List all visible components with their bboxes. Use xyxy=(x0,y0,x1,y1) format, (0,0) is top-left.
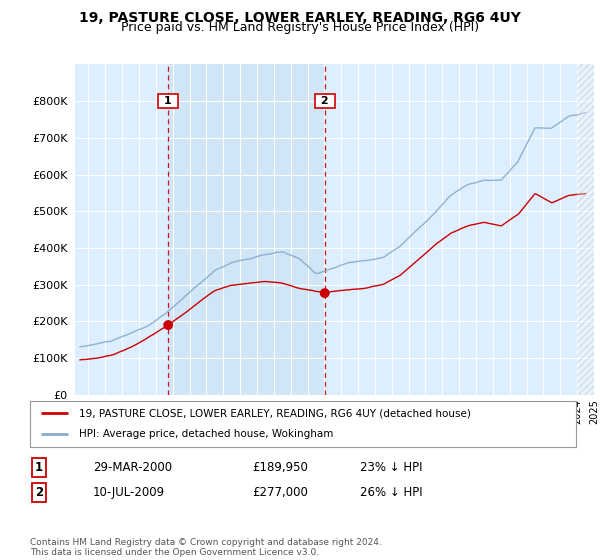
Point xyxy=(320,288,329,297)
Point xyxy=(163,320,173,329)
Text: 1: 1 xyxy=(160,96,176,106)
Text: 26% ↓ HPI: 26% ↓ HPI xyxy=(360,486,422,500)
Text: HPI: Average price, detached house, Wokingham: HPI: Average price, detached house, Woki… xyxy=(79,430,334,440)
Text: 19, PASTURE CLOSE, LOWER EARLEY, READING, RG6 4UY: 19, PASTURE CLOSE, LOWER EARLEY, READING… xyxy=(79,11,521,25)
Text: 29-MAR-2000: 29-MAR-2000 xyxy=(93,461,172,474)
Text: £189,950: £189,950 xyxy=(252,461,308,474)
Bar xyxy=(577,64,600,395)
Text: 23% ↓ HPI: 23% ↓ HPI xyxy=(360,461,422,474)
Text: 2: 2 xyxy=(317,96,332,106)
Bar xyxy=(168,64,325,395)
Text: 10-JUL-2009: 10-JUL-2009 xyxy=(93,486,165,500)
Text: 1: 1 xyxy=(35,461,43,474)
Text: 2: 2 xyxy=(35,486,43,500)
Text: Price paid vs. HM Land Registry's House Price Index (HPI): Price paid vs. HM Land Registry's House … xyxy=(121,21,479,34)
Text: 19, PASTURE CLOSE, LOWER EARLEY, READING, RG6 4UY (detached house): 19, PASTURE CLOSE, LOWER EARLEY, READING… xyxy=(79,408,471,418)
Text: £277,000: £277,000 xyxy=(252,486,308,500)
Text: Contains HM Land Registry data © Crown copyright and database right 2024.
This d: Contains HM Land Registry data © Crown c… xyxy=(30,538,382,557)
